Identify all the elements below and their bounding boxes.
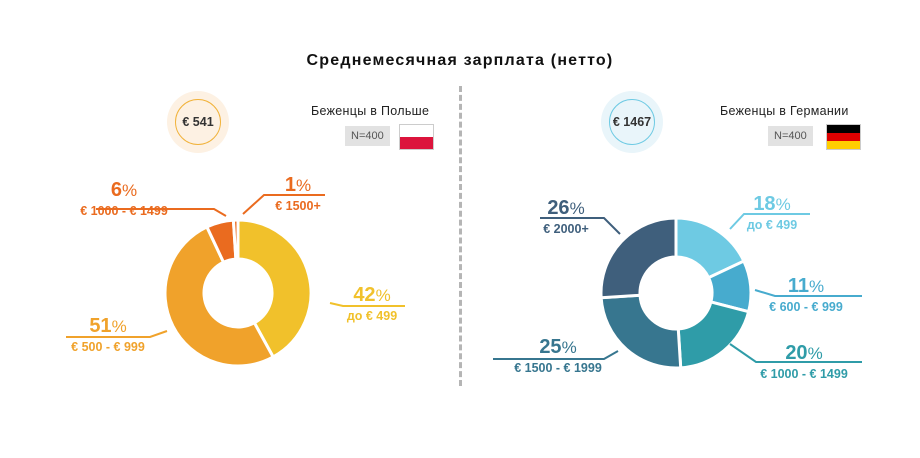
donut-slice [599,293,683,370]
page-title: Среднемесячная зарплата (нетто) [306,52,614,69]
donut-slice [163,224,276,368]
average-salary-germany-badge: € 1467 [601,91,663,153]
leader-line [754,289,862,297]
donut-slice [676,300,751,370]
leader-line [729,343,862,363]
leader-line [729,213,810,230]
slice-category-label: € 1000 - € 1499 [80,204,168,218]
slice-percent-label: 26% [547,197,584,219]
average-salary-germany: € 1467 [612,115,652,129]
leader-line [540,217,621,235]
slice-percent-label: 25% [539,336,576,358]
donut-slice [599,216,678,300]
slice-category-label: до € 499 [747,218,797,232]
slice-percent-label: 51% [89,315,126,337]
slice-category-label: € 1500+ [275,199,321,213]
dashed-divider [459,86,462,386]
donut-chart-1: 18% до € 499 11% € 600 - € 999 20% € 1000 - €… [493,193,862,381]
slice-percent-label: 6% [111,179,137,201]
sample-size-poland: N=400 [345,126,390,146]
slice-percent-label: 42% [353,284,390,306]
slice-category-label: € 2000+ [543,222,589,236]
average-salary-poland-badge: € 541 [167,91,229,153]
slice-category-label: до € 499 [347,309,397,323]
group-label-poland: Беженцы в Польше [311,104,430,118]
germany-flag-icon [826,124,861,150]
leader-line [66,330,168,338]
sample-size-germany: N=400 [768,126,813,146]
average-salary-poland: € 541 [182,115,214,129]
slice-percent-label: 11% [788,275,824,297]
leader-line [96,208,227,217]
leader-line [329,302,405,307]
poland-flag-icon [399,124,434,150]
slice-category-label: € 500 - € 999 [71,340,145,354]
slice-category-label: € 1000 - € 1499 [760,367,848,381]
leader-line [493,350,619,360]
slice-percent-label: 20% [785,342,822,364]
donut-chart-0: 42% до € 499 51% € 500 - € 999 6% € 1000 - € … [66,174,405,368]
slice-category-label: € 600 - € 999 [769,300,843,314]
group-label-germany: Беженцы в Германии [720,104,849,118]
leader-line [242,194,325,215]
slice-percent-label: 1% [285,174,311,196]
slice-percent-label: 18% [753,193,790,215]
slice-category-label: € 1500 - € 1999 [514,361,602,375]
donut-slice [236,218,313,360]
donut-slice [231,218,240,261]
